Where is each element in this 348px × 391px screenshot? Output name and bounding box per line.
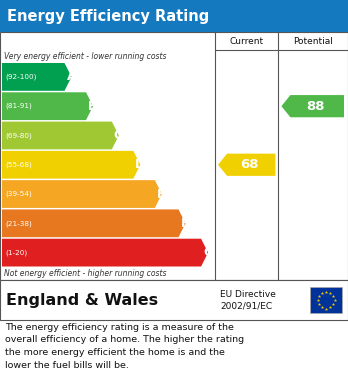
Text: F: F	[181, 217, 189, 230]
Polygon shape	[2, 151, 140, 179]
Text: C: C	[114, 129, 123, 142]
Text: (21-38): (21-38)	[5, 220, 32, 226]
Text: The energy efficiency rating is a measure of the
overall efficiency of a home. T: The energy efficiency rating is a measur…	[5, 323, 244, 369]
Text: (55-68): (55-68)	[5, 161, 32, 168]
Text: EU Directive
2002/91/EC: EU Directive 2002/91/EC	[220, 290, 276, 310]
Bar	[0, 0, 348, 32]
Text: Energy Efficiency Rating: Energy Efficiency Rating	[7, 9, 209, 23]
Text: Very energy efficient - lower running costs: Very energy efficient - lower running co…	[4, 52, 166, 61]
Polygon shape	[2, 180, 162, 208]
Text: (1-20): (1-20)	[5, 249, 27, 256]
Polygon shape	[218, 154, 275, 176]
Text: Not energy efficient - higher running costs: Not energy efficient - higher running co…	[4, 269, 166, 278]
Text: D: D	[135, 158, 145, 171]
Bar	[0, 280, 348, 320]
Polygon shape	[2, 239, 208, 267]
Polygon shape	[2, 63, 72, 91]
Text: E: E	[157, 188, 165, 201]
Polygon shape	[2, 122, 119, 149]
Text: A: A	[66, 70, 76, 83]
Text: Current: Current	[230, 36, 264, 45]
Text: Potential: Potential	[293, 36, 333, 45]
Text: England & Wales: England & Wales	[6, 292, 158, 307]
Polygon shape	[2, 92, 93, 120]
Text: 88: 88	[307, 100, 325, 113]
Bar	[0, 32, 348, 280]
Text: (81-91): (81-91)	[5, 103, 32, 109]
Bar	[310, 287, 342, 313]
Text: G: G	[203, 246, 213, 259]
Text: B: B	[88, 100, 97, 113]
Polygon shape	[2, 210, 185, 237]
Text: (39-54): (39-54)	[5, 191, 32, 197]
Text: 68: 68	[240, 158, 259, 171]
Polygon shape	[282, 95, 344, 117]
Text: (69-80): (69-80)	[5, 132, 32, 139]
Text: (92-100): (92-100)	[5, 74, 37, 80]
